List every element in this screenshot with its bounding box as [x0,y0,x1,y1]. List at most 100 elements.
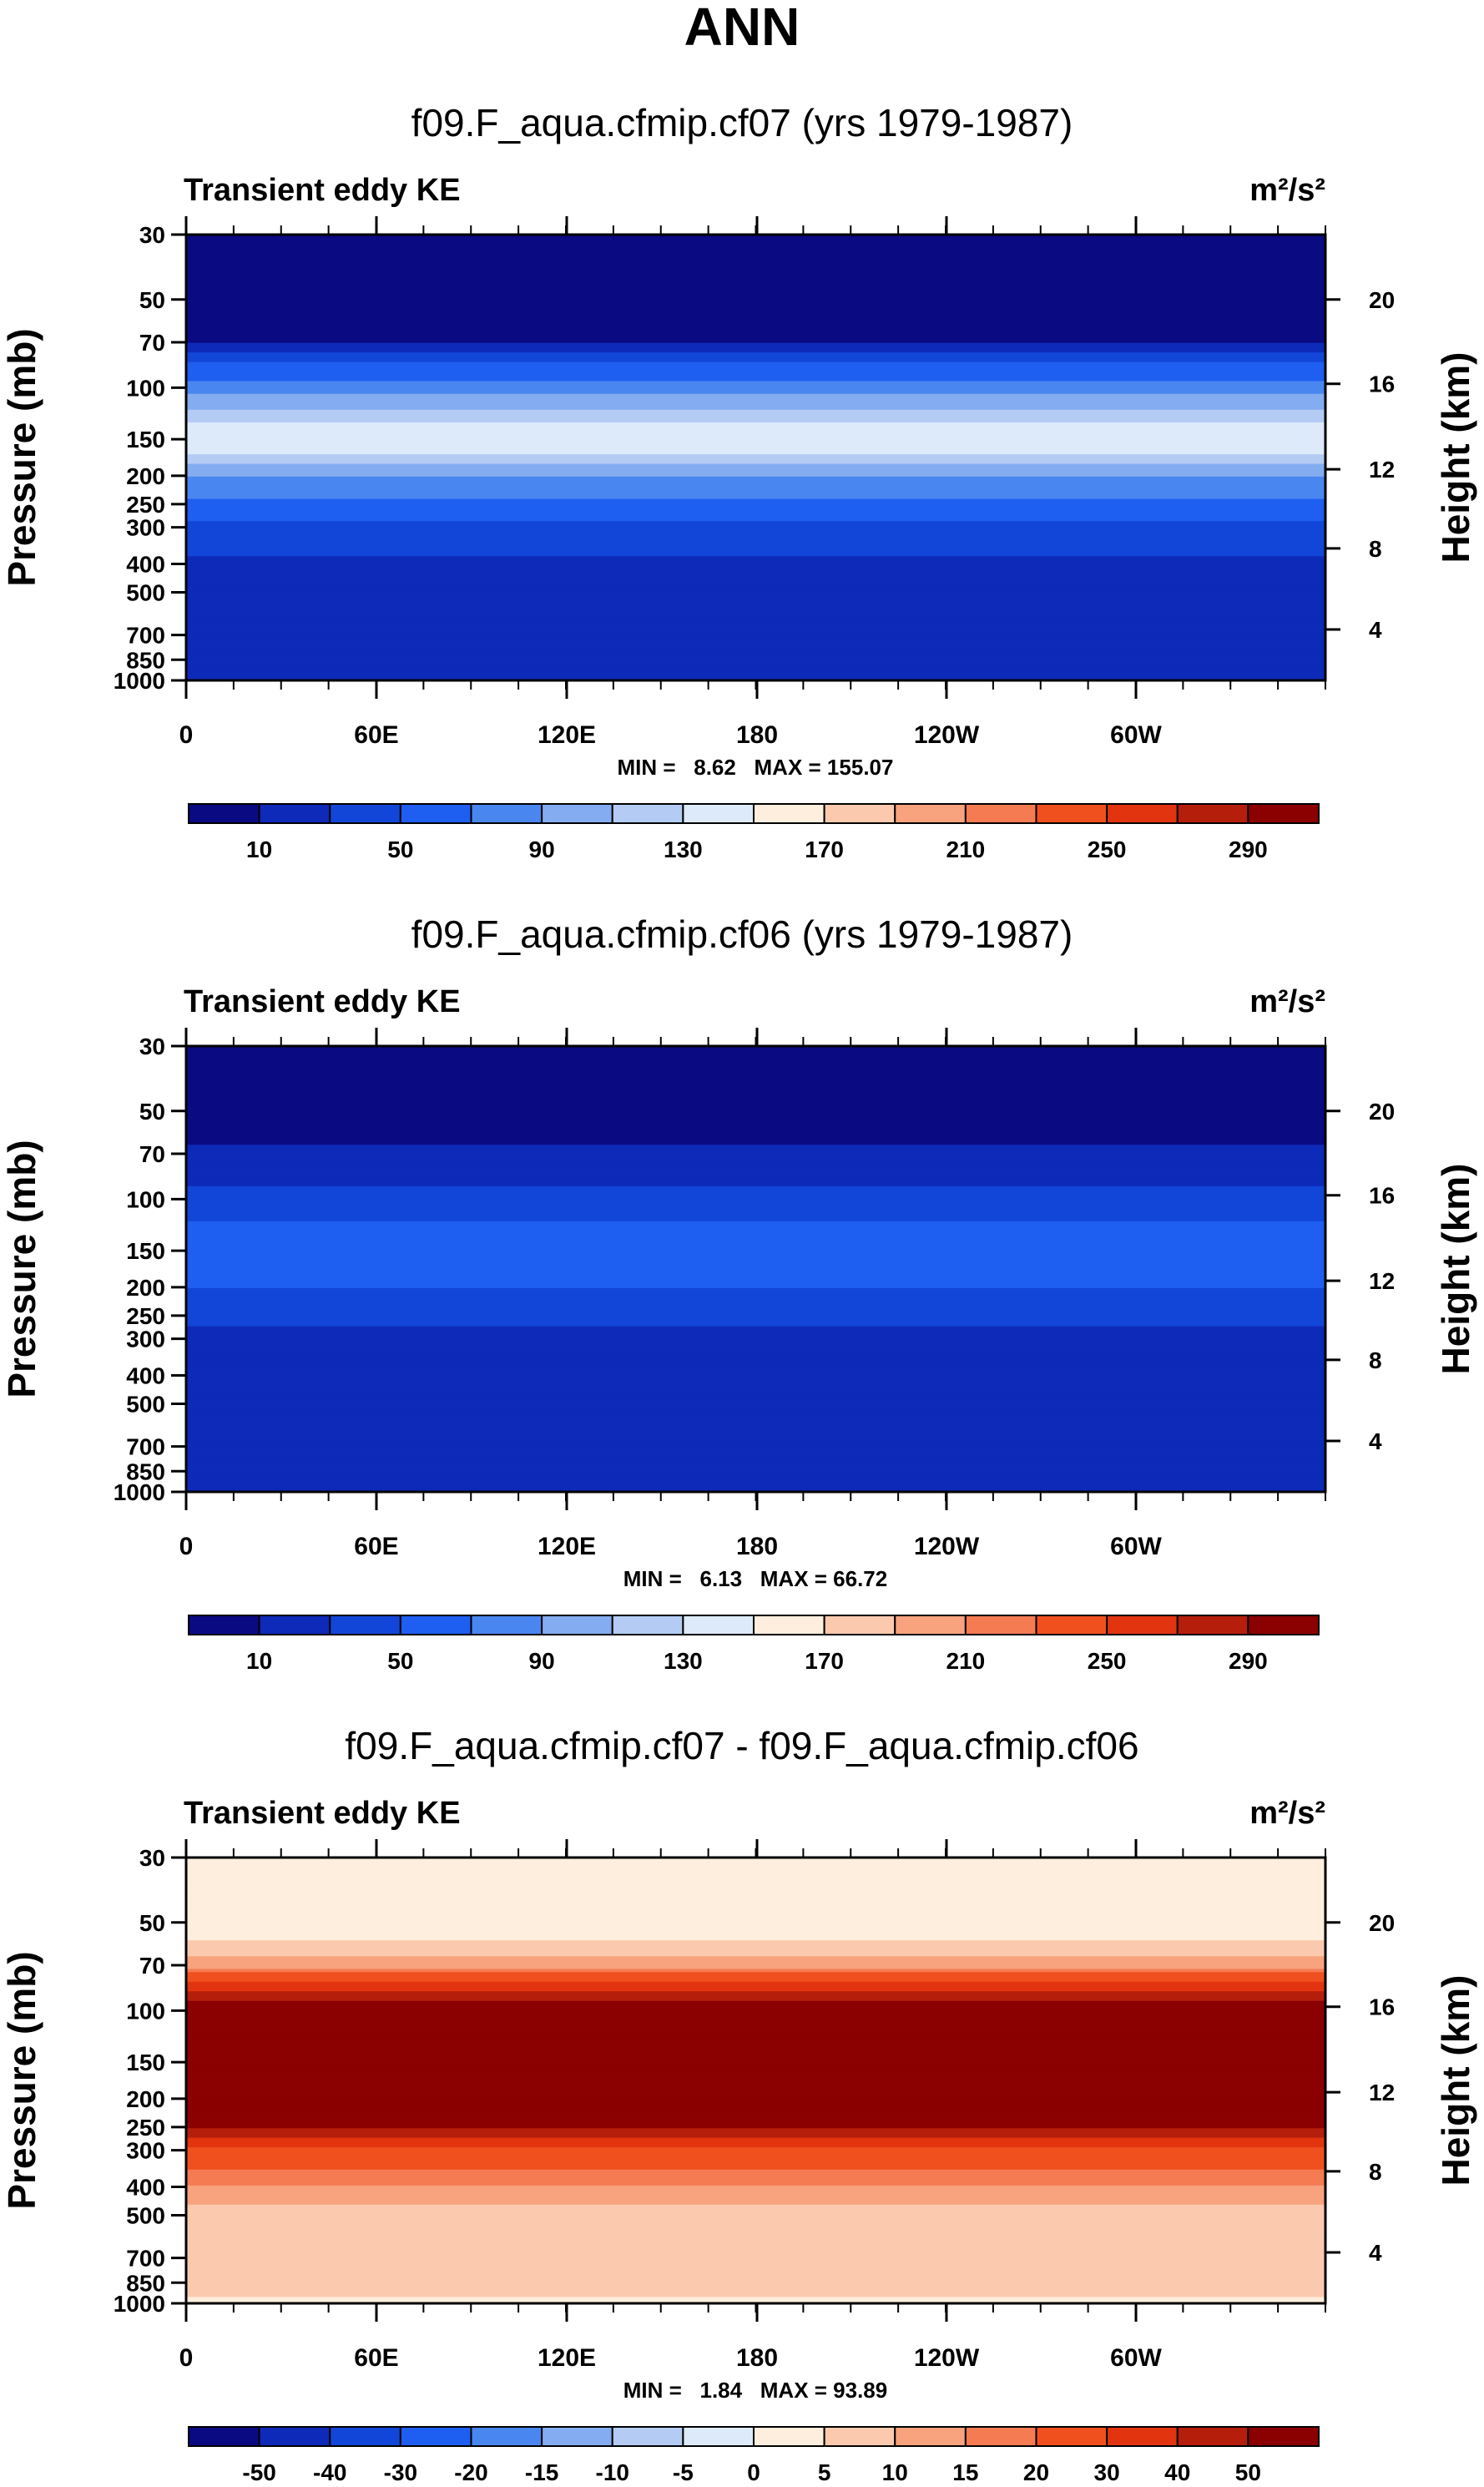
contour-band [186,1166,1325,1171]
contour-band [186,428,1325,433]
contour-band [186,1236,1325,1241]
contour-band [186,2134,1325,2139]
contour-band [186,2153,1325,2158]
contour-band [186,2029,1325,2034]
y-tick-label: 850 [126,647,165,673]
contour-band [186,1164,1325,1168]
y-axis-label: Pressure (mb) [0,328,43,586]
contour-band [186,2293,1325,2297]
contour-band [186,1217,1325,1222]
y-right-tick-label: 20 [1369,287,1395,313]
colorbar-label: 30 [1094,2459,1120,2483]
contour-band [186,1059,1325,1063]
contour-band [186,492,1325,497]
contour-band [186,1099,1325,1104]
contour-band [186,1969,1325,1973]
contour-band [186,1064,1325,1069]
contour-band [186,1867,1325,1871]
colorbar-swatch [611,1615,684,1635]
colorbar-swatch [470,803,543,824]
contour-band [186,2258,1325,2263]
contour-band [186,1361,1325,1366]
contour-band [186,1898,1325,1903]
contour-band [186,642,1325,646]
x-tick-label: 120E [538,2344,596,2372]
min-max-stats: MIN = 6.13 MAX = 66.72 [623,1566,887,1591]
chart-subtitle: Transient eddy KE [184,1796,461,1831]
contour-band [186,336,1325,341]
contour-band [186,1438,1325,1442]
contour-band [186,1046,1325,1050]
contour-band [186,2207,1325,2212]
colorbar-swatch [1035,803,1108,824]
contour-band [186,330,1325,334]
contour-band [186,1473,1325,1477]
contour-band [186,553,1325,557]
colorbar-swatch [188,2426,260,2447]
contour-band [186,333,1325,337]
contour-band [186,2163,1325,2167]
contour-band [186,1876,1325,1881]
contour-band [186,1434,1325,1438]
x-tick-label: 120E [538,721,596,749]
contour-band [186,1301,1325,1305]
contour-band [186,2223,1325,2228]
contour-band [186,1883,1325,1887]
contour-band [186,1403,1325,1407]
contour-band [186,489,1325,493]
contour-band [186,2166,1325,2171]
contour-band [186,1240,1325,1245]
contour-band [186,674,1325,678]
contour-band [186,467,1325,471]
contour-band [186,419,1325,423]
colorbar: -50 -40 -30 -20 -15 -10 -5 0 5 10 15 20 30 40 50 [188,2426,1320,2485]
min-max-stats: MIN = 8.62 MAX = 155.07 [618,755,894,780]
contour-band [186,1234,1325,1238]
contour-band [186,1227,1325,1231]
contour-band [186,298,1325,302]
contour-band [186,288,1325,293]
contour-band [186,658,1325,662]
y-tick-label: 150 [126,2050,165,2075]
colorbar-swatch [1247,1615,1320,1635]
contour-band [186,409,1325,414]
contour-band [186,1138,1325,1143]
contour-band [186,2118,1325,2123]
contour-band [186,2007,1325,2011]
y-tick-label: 100 [126,375,165,401]
contour-band [186,1348,1325,1352]
colorbar-label: 0 [747,2459,760,2483]
contour-band [186,422,1325,427]
colorbar-label: -30 [384,2459,417,2483]
contour-band [186,451,1325,455]
contour-band [186,2016,1325,2021]
contour-band [186,1262,1325,1266]
contour-band [186,2080,1325,2085]
x-tick-label: 0 [179,2344,194,2372]
y-tick-label: 30 [139,1034,165,1059]
y-tick-label: 250 [126,1303,165,1329]
colorbar-swatch [399,1615,472,1635]
contour-band [186,1129,1325,1133]
contour-band [186,1466,1325,1470]
contour-band [186,1071,1325,1075]
contour-band [186,1485,1325,1489]
contour-band [186,508,1325,513]
contour-band [186,1259,1325,1263]
colorbar-swatch [753,2426,825,2447]
contour-band [186,454,1325,458]
colorbar-label: 5 [818,2459,831,2483]
contour-band [186,1956,1325,1960]
contour-band [186,253,1325,258]
contour-band [186,521,1325,525]
contour-band [186,1180,1325,1184]
contour-band [186,1933,1325,1938]
colorbar-swatch [541,1615,613,1635]
contour-band [186,1911,1325,1916]
contour-band [186,546,1325,551]
colorbar-swatch [964,2426,1037,2447]
colorbar-swatch [894,803,967,824]
y-tick-label: 50 [139,1099,165,1125]
chart-panel-3: f09.F_aqua.cfmip.cf07 - f09.F_aqua.cfmip… [0,1724,1477,2485]
colorbar-swatch [823,2426,896,2447]
